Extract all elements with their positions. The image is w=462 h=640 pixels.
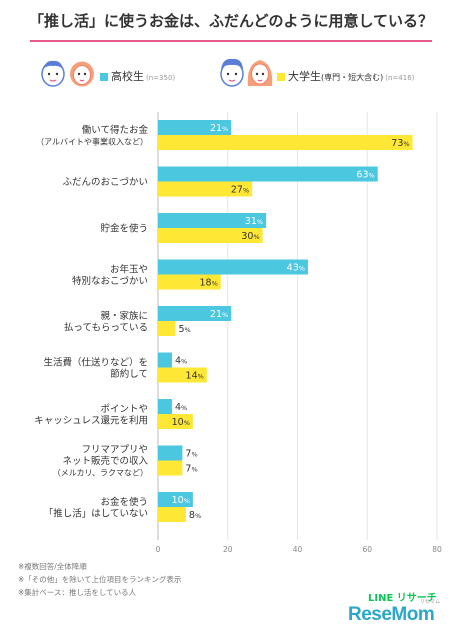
man-face-icon — [220, 58, 244, 87]
category-label: ポイントや — [100, 404, 148, 415]
category-label: （メルカリ、ラクマなど） — [53, 469, 148, 478]
category-label: 特別なおこづかい — [72, 275, 148, 287]
category-label: 払ってもらっている — [64, 321, 148, 333]
data-label: 18% — [199, 278, 217, 289]
bar-university — [158, 367, 207, 383]
data-label: 30% — [241, 231, 259, 242]
boy-face-icon — [41, 60, 65, 87]
bar-university — [158, 321, 176, 336]
x-tick-label: 80 — [432, 545, 442, 554]
resemom-logo-sub: リセマム — [420, 599, 441, 605]
x-tick-label: 0 — [156, 545, 161, 554]
data-label: 21% — [210, 123, 228, 134]
bar-high-school — [158, 399, 172, 414]
bar-university — [158, 507, 186, 522]
data-label: 7% — [185, 449, 197, 460]
bar-university — [158, 274, 221, 290]
category-label: キャッシュレス還元を利用 — [34, 414, 148, 426]
resemom-logo: ReseMom — [348, 604, 435, 625]
category-label: 親・家族に — [100, 310, 148, 322]
bar-university — [158, 135, 413, 150]
bar-high-school — [158, 166, 378, 182]
legend-sub-university: (専門・短大含む) — [321, 73, 384, 82]
bar-university — [158, 460, 183, 476]
category-label: 生活費（仕送りなど）を — [43, 356, 148, 368]
notes: ※複数回答/全体降順 ※「その他」を除いて上位項目をランキング表示 ※集計ベース… — [18, 560, 181, 599]
data-label: 43% — [287, 263, 305, 274]
category-label: お年玉や — [110, 263, 148, 275]
legend-label-university: 大学生 — [288, 70, 321, 83]
note-2: ※「その他」を除いて上位項目をランキング表示 — [18, 575, 182, 584]
data-label: 73% — [391, 138, 409, 149]
category-label: ふだんのおこづかい — [62, 177, 148, 188]
legend-n-high-school: (n=350) — [146, 74, 176, 82]
category-label: お金を使う — [100, 496, 148, 508]
bar-high-school — [158, 306, 232, 321]
bar-high-school — [158, 352, 172, 368]
category-label: 働いて得たお金 — [82, 124, 149, 136]
data-label: 10% — [172, 495, 190, 506]
category-label: 貯金を使う — [100, 223, 148, 235]
bar-university — [158, 181, 253, 197]
data-label: 4% — [175, 356, 187, 367]
note-1: ※複数回答/全体降順 — [18, 562, 87, 571]
category-label: （アルバイトや事業収入など） — [36, 136, 148, 146]
bar-high-school — [158, 213, 267, 228]
category-label: 節約して — [110, 368, 148, 380]
data-label: 7% — [185, 464, 197, 475]
bar-university — [158, 228, 263, 243]
category-label: フリマアプリや — [81, 445, 148, 456]
category-label: ネット販売での収入 — [62, 455, 148, 467]
data-label: 14% — [186, 371, 204, 382]
data-label: 5% — [178, 324, 190, 335]
legend-label-high-school: 高校生 — [111, 70, 144, 83]
x-tick-label: 40 — [293, 545, 303, 554]
note-3: ※集計ベース：推し活をしている人 — [18, 588, 137, 597]
bar-university — [158, 414, 193, 429]
legend-swatch-high-school — [100, 73, 108, 81]
legend-swatch-university — [277, 73, 285, 81]
legend-n-university: (n=416) — [385, 74, 415, 82]
x-tick-label: 20 — [223, 545, 233, 554]
x-tick-label: 60 — [362, 545, 372, 554]
data-label: 21% — [210, 309, 228, 320]
bar-high-school — [158, 445, 183, 461]
chart-title: 「推し活」に使うお金は、ふだんどのように用意している？ — [28, 12, 434, 30]
bar-high-school — [158, 120, 232, 135]
girl-face-icon — [70, 61, 94, 87]
data-label: 10% — [172, 417, 190, 428]
data-label: 63% — [356, 170, 374, 181]
legend-item-high-school: 高校生 (n=350) — [100, 68, 175, 84]
data-label: 27% — [231, 185, 249, 196]
data-label: 8% — [189, 510, 201, 521]
bar-high-school — [158, 259, 308, 275]
bar-high-school — [158, 492, 193, 507]
legend-item-university: 大学生(専門・短大含む) (n=416) — [277, 68, 414, 84]
category-label: 「推し活」はしていない — [44, 507, 148, 519]
line-research-logo: LINE リサーチ — [368, 593, 437, 604]
title-divider — [30, 40, 432, 42]
data-label: 4% — [175, 402, 187, 413]
data-label: 31% — [245, 216, 263, 227]
woman-face-icon — [247, 60, 273, 86]
